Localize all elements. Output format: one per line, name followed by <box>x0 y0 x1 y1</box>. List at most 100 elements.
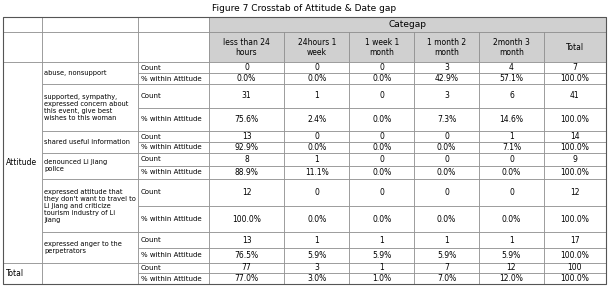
Text: 0.0%: 0.0% <box>237 74 256 83</box>
Text: 0: 0 <box>314 63 319 72</box>
Text: 100.0%: 100.0% <box>560 143 590 152</box>
Bar <box>544 205 606 232</box>
Text: 0.0%: 0.0% <box>308 143 326 152</box>
Bar <box>284 247 350 263</box>
Bar <box>209 232 284 247</box>
Bar <box>544 166 606 179</box>
Bar <box>209 153 284 166</box>
Text: Figure 7 Crosstab of Attitude & Date gap: Figure 7 Crosstab of Attitude & Date gap <box>213 4 396 13</box>
Bar <box>544 263 606 273</box>
Text: less than 24
hours: less than 24 hours <box>223 38 270 57</box>
Bar <box>414 32 479 63</box>
Text: expressed attitude that
they don't want to travel to
Li Jiang and criticize
tour: expressed attitude that they don't want … <box>44 189 136 222</box>
Bar <box>138 247 209 263</box>
Text: 2month 3
month: 2month 3 month <box>493 38 530 57</box>
Bar <box>138 84 209 108</box>
Bar <box>284 153 350 166</box>
Text: Total: Total <box>566 43 584 52</box>
Bar <box>479 32 544 63</box>
Text: 9: 9 <box>572 155 577 164</box>
Text: 0: 0 <box>444 188 449 197</box>
Bar <box>138 17 209 32</box>
Bar <box>414 166 479 179</box>
Text: 11.1%: 11.1% <box>305 168 329 177</box>
Text: shared useful information: shared useful information <box>44 139 130 145</box>
Bar <box>479 73 544 84</box>
Bar <box>479 263 544 273</box>
Bar <box>544 273 606 284</box>
Text: 1: 1 <box>509 132 514 141</box>
Bar <box>350 153 414 166</box>
Text: 0: 0 <box>314 188 319 197</box>
Bar <box>479 153 544 166</box>
Text: 0.0%: 0.0% <box>502 168 521 177</box>
Text: 100.0%: 100.0% <box>560 214 590 224</box>
Text: Count: Count <box>141 237 161 243</box>
Bar <box>138 273 209 284</box>
Bar <box>284 166 350 179</box>
Bar <box>350 63 414 73</box>
Text: 13: 13 <box>242 132 252 141</box>
Bar <box>284 273 350 284</box>
Bar <box>350 131 414 142</box>
Text: 1: 1 <box>509 236 514 245</box>
Text: 92.9%: 92.9% <box>234 143 259 152</box>
Text: 24hours 1
week: 24hours 1 week <box>298 38 336 57</box>
Bar <box>479 108 544 131</box>
Text: 77.0%: 77.0% <box>234 274 259 283</box>
Bar <box>544 108 606 131</box>
Text: 1: 1 <box>379 236 384 245</box>
Bar <box>3 263 41 284</box>
Text: Count: Count <box>141 134 161 140</box>
Text: 0.0%: 0.0% <box>502 214 521 224</box>
Text: Count: Count <box>141 189 161 195</box>
Bar <box>284 131 350 142</box>
Bar <box>414 84 479 108</box>
Bar <box>209 63 284 73</box>
Text: 0: 0 <box>379 155 384 164</box>
Text: 12.0%: 12.0% <box>499 274 523 283</box>
Bar <box>284 179 350 205</box>
Bar <box>414 205 479 232</box>
Text: 3.0%: 3.0% <box>308 274 326 283</box>
Text: 41: 41 <box>570 91 580 100</box>
Text: 7: 7 <box>572 63 577 72</box>
Bar <box>138 108 209 131</box>
Text: Categap: Categap <box>389 20 426 29</box>
Text: 1: 1 <box>314 155 319 164</box>
Bar <box>284 63 350 73</box>
Text: 31: 31 <box>242 91 252 100</box>
Text: 0.0%: 0.0% <box>308 74 326 83</box>
Bar <box>209 108 284 131</box>
Bar <box>138 232 209 247</box>
Text: 100: 100 <box>568 263 582 272</box>
Text: 12: 12 <box>242 188 252 197</box>
Text: 88.9%: 88.9% <box>234 168 258 177</box>
Text: 0: 0 <box>444 132 449 141</box>
Bar <box>350 273 414 284</box>
Text: denounced Li Jiang
police: denounced Li Jiang police <box>44 159 107 172</box>
Bar <box>544 84 606 108</box>
Text: 1 month 2
month: 1 month 2 month <box>427 38 466 57</box>
Text: 100.0%: 100.0% <box>560 251 590 259</box>
Bar <box>350 247 414 263</box>
Text: 100.0%: 100.0% <box>560 168 590 177</box>
Text: 0: 0 <box>509 155 514 164</box>
Text: Attitude: Attitude <box>5 158 37 167</box>
Text: % within Attitude: % within Attitude <box>141 169 202 175</box>
Bar <box>544 153 606 166</box>
Text: 0: 0 <box>379 132 384 141</box>
Text: 12: 12 <box>507 263 516 272</box>
Text: 5.9%: 5.9% <box>502 251 521 259</box>
Text: % within Attitude: % within Attitude <box>141 117 202 123</box>
Bar <box>414 63 479 73</box>
Text: Total: Total <box>5 269 24 278</box>
Text: abuse, nonsupport: abuse, nonsupport <box>44 70 107 76</box>
Text: 7: 7 <box>444 263 449 272</box>
Bar <box>284 108 350 131</box>
Text: 5.9%: 5.9% <box>437 251 456 259</box>
Bar <box>209 84 284 108</box>
Bar <box>479 63 544 73</box>
Bar <box>3 32 41 63</box>
Bar <box>479 273 544 284</box>
